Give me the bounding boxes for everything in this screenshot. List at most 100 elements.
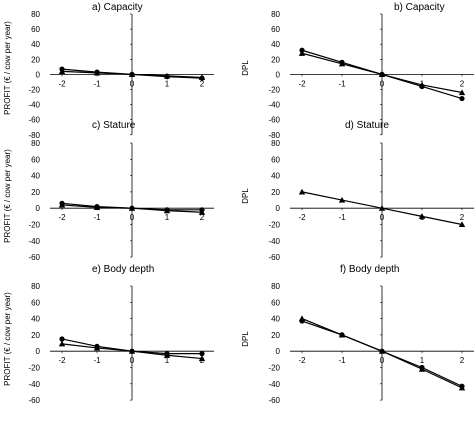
x-tick-label: 0 (380, 213, 385, 222)
x-tick-label: -2 (298, 213, 306, 222)
data-point-triangle (198, 355, 206, 362)
y-tick-label: 20 (31, 188, 40, 197)
data-point-triangle (338, 331, 346, 338)
y-tick-label: -60 (28, 116, 40, 125)
y-tick-label: 0 (276, 347, 281, 356)
y-tick-label: 0 (276, 204, 281, 213)
data-point-triangle (338, 196, 346, 203)
y-tick-label: 80 (271, 282, 280, 291)
x-tick-label: 0 (380, 79, 385, 88)
y-tick-label: 40 (271, 315, 280, 324)
y-axis-label: DPL (241, 60, 250, 76)
x-tick-label: 2 (200, 79, 205, 88)
y-tick-label: -40 (268, 380, 280, 389)
y-tick-label: -20 (28, 221, 40, 230)
data-point-triangle (128, 71, 136, 77)
x-tick-label: -1 (93, 356, 101, 365)
y-tick-label: -60 (28, 396, 40, 405)
y-tick-label: 0 (36, 70, 41, 79)
data-point-triangle (418, 81, 426, 88)
x-tick-label: -1 (338, 356, 346, 365)
y-tick-label: -20 (28, 364, 40, 373)
panel-title: e) Body depth (92, 264, 154, 275)
y-tick-label: 80 (31, 139, 40, 148)
x-tick-label: 2 (460, 213, 465, 222)
y-tick-label: 40 (31, 172, 40, 181)
x-tick-label: -2 (58, 356, 66, 365)
chart-panel-5: e) Body depth PROFIT (€ / cow per year) 80… (3, 264, 214, 405)
data-point-triangle (163, 72, 171, 79)
y-tick-label: 80 (271, 10, 280, 19)
panel-title: f) Body depth (340, 264, 399, 275)
data-point-triangle (378, 205, 386, 211)
data-point-triangle (418, 213, 426, 219)
y-tick-label: 0 (36, 204, 41, 213)
x-tick-label: -1 (93, 79, 101, 88)
y-tick-label: 60 (31, 298, 40, 307)
y-tick-label: 0 (276, 70, 281, 79)
y-tick-label: -80 (268, 131, 280, 140)
y-tick-label: -60 (28, 253, 40, 262)
x-tick-label: -1 (338, 213, 346, 222)
x-tick-label: 0 (130, 356, 135, 365)
y-tick-label: -60 (268, 253, 280, 262)
y-tick-label: -80 (28, 131, 40, 140)
y-tick-label: 40 (31, 315, 40, 324)
data-point-triangle (93, 204, 101, 210)
x-tick-label: 0 (130, 213, 135, 222)
panel-title: d) Stature (345, 120, 389, 131)
y-tick-label: 20 (31, 331, 40, 340)
data-point-triangle (128, 348, 136, 354)
y-tick-label: 20 (271, 55, 280, 64)
y-axis-label: PROFIT (€ / cow per year) (3, 21, 12, 115)
y-tick-label: -40 (268, 101, 280, 110)
y-tick-label: -20 (268, 86, 280, 95)
y-tick-label: -40 (28, 380, 40, 389)
y-axis-label: DPL (241, 188, 250, 204)
data-point-triangle (163, 207, 171, 214)
x-tick-label: 1 (165, 79, 170, 88)
x-tick-label: 1 (420, 356, 425, 365)
data-point-circle (59, 336, 65, 342)
y-tick-label: -40 (28, 101, 40, 110)
data-point-triangle (298, 188, 306, 195)
y-tick-label: 60 (271, 298, 280, 307)
y-tick-label: 60 (271, 25, 280, 34)
x-tick-label: -2 (58, 213, 66, 222)
x-tick-label: 2 (460, 356, 465, 365)
y-tick-label: -60 (268, 396, 280, 405)
y-tick-label: -40 (268, 237, 280, 246)
y-axis-label: PROFIT (€ / cow per year) (3, 292, 12, 386)
x-tick-label: -2 (58, 79, 66, 88)
y-tick-label: 60 (271, 155, 280, 164)
panel-title: b) Capacity (394, 2, 445, 13)
data-point-triangle (418, 365, 426, 372)
x-tick-label: 1 (165, 356, 170, 365)
data-point-triangle (163, 352, 171, 358)
data-point-circle (459, 95, 465, 102)
data-point-triangle (378, 71, 386, 77)
y-tick-label: 80 (31, 282, 40, 291)
chart-panel-3: c) Stature PROFIT (€ / cow per year) 80 60 4… (3, 120, 214, 262)
y-tick-label: 40 (31, 40, 40, 49)
y-tick-label: 80 (31, 10, 40, 19)
data-point-triangle (198, 209, 206, 215)
y-tick-label: 60 (31, 155, 40, 164)
y-tick-label: 40 (271, 40, 280, 49)
y-axis-label: PROFIT (€ / cow per year) (3, 149, 12, 243)
x-tick-label: -2 (298, 356, 306, 365)
x-tick-label: -1 (338, 79, 346, 88)
data-point-triangle (93, 69, 101, 76)
data-point-triangle (58, 340, 66, 347)
y-tick-label: -60 (268, 116, 280, 125)
y-tick-label: 20 (31, 55, 40, 64)
data-point-triangle (58, 201, 66, 208)
y-tick-label: 20 (271, 188, 280, 197)
data-point-triangle (298, 315, 306, 322)
data-point-triangle (58, 68, 66, 74)
data-point-triangle (128, 205, 136, 211)
x-tick-label: 2 (200, 213, 205, 222)
data-point-triangle (378, 348, 386, 354)
y-tick-label: 0 (36, 347, 41, 356)
